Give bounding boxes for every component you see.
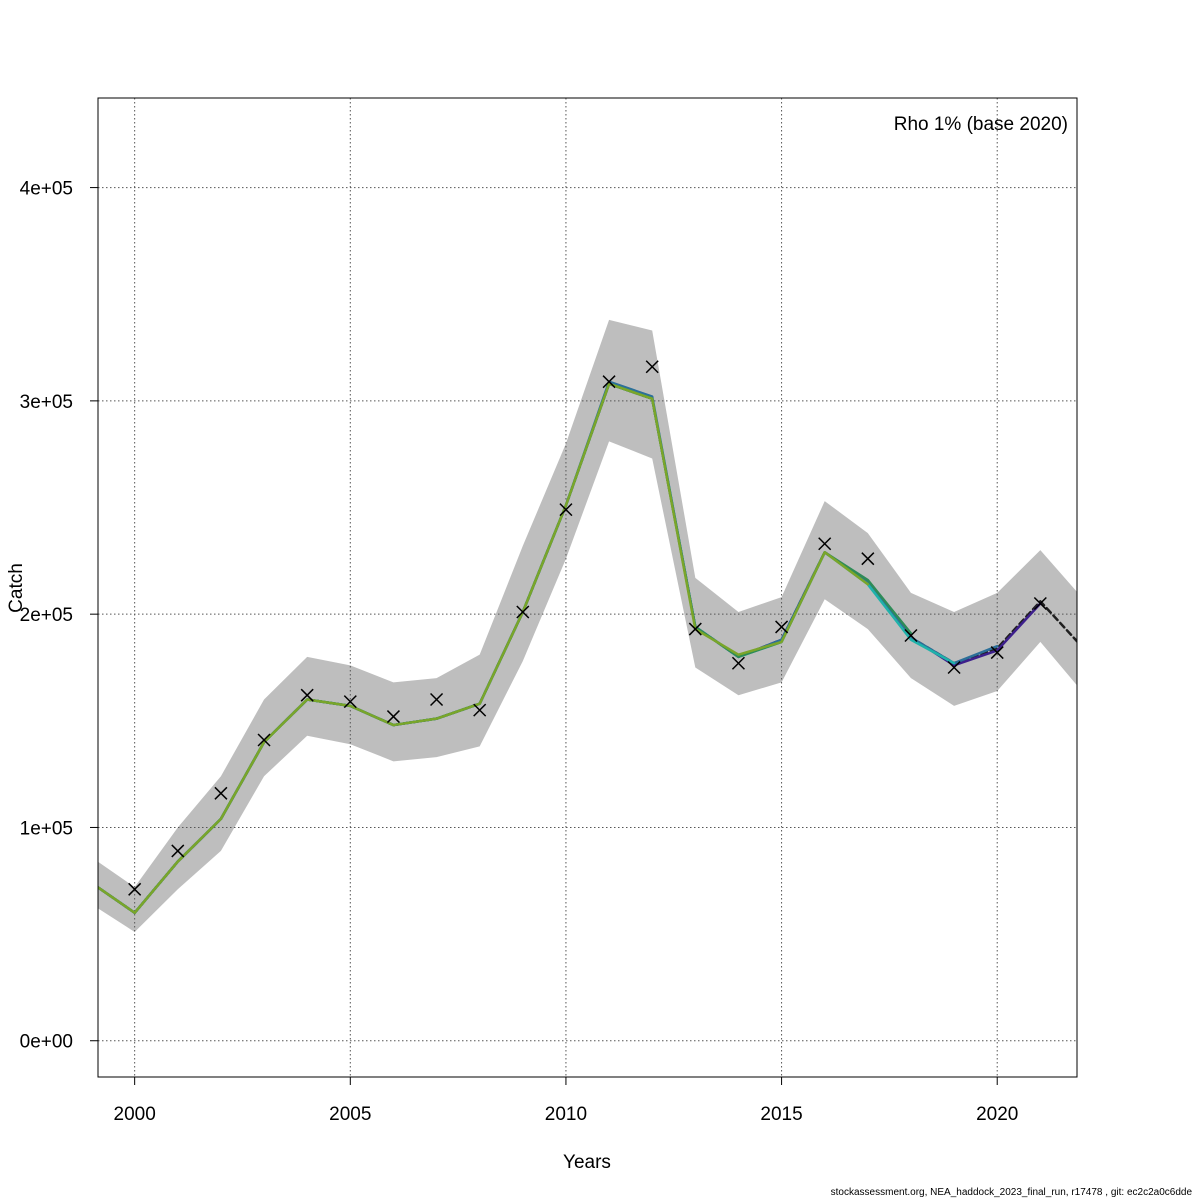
y-axis-title: Catch [6,563,27,613]
observed-point-2003 [257,733,271,747]
observed-point-2009 [516,605,530,619]
observed-point-2001 [171,844,185,858]
plot-frame [97,97,1078,1078]
observed-point-2000 [128,882,142,896]
series-line-6 [98,382,870,915]
observed-point-2021 [1033,596,1047,611]
observed-point-2014 [731,656,745,670]
x-tick-label-2020: 2020 [976,1104,1018,1125]
x-axis-title: Years [563,1152,611,1173]
y-tick-label-200000: 2e+05 [20,605,73,626]
observed-point-2012 [645,360,659,374]
observed-marker-layer [128,360,1047,896]
observed-point-2019 [947,660,961,675]
observed-point-2015 [775,620,789,634]
confidence-band [98,319,1077,932]
observed-point-2006 [386,710,400,724]
observed-point-2020 [990,646,1004,660]
x-tick-label-2005: 2005 [329,1104,371,1125]
observed-point-2017 [861,552,875,566]
axis-layer: 2000 2005 2010 2015 2020 0e+00 1e+05 2e+05 3e+05… [20,179,1019,1125]
y-tick-label-300000: 3e+05 [20,392,73,413]
footer-note: stockassessment.org, NEA_haddock_2023_fi… [830,1187,1192,1198]
observed-point-2002 [214,786,228,800]
legend-label: Rho 1% (base 2020) [894,114,1068,135]
x-tick-label-2015: 2015 [760,1104,802,1125]
observed-point-2011 [602,375,616,389]
y-tick-label-0: 0e+00 [20,1032,73,1053]
confidence-band-layer [98,319,1077,932]
observed-point-2018 [904,628,918,643]
observed-point-2007 [430,692,444,707]
y-tick-label-400000: 4e+05 [20,179,73,200]
observed-point-2016 [818,537,832,551]
x-tick-label-2000: 2000 [114,1104,156,1125]
observed-point-2008 [473,703,487,717]
observed-point-2013 [688,622,702,636]
observed-point-2004 [300,688,314,702]
y-tick-label-100000: 1e+05 [20,818,73,839]
grid-layer [98,98,1077,1077]
observed-point-2005 [343,695,357,709]
observed-point-2010 [559,503,573,517]
series-layer [98,380,1077,915]
x-tick-label-2010: 2010 [545,1104,587,1125]
